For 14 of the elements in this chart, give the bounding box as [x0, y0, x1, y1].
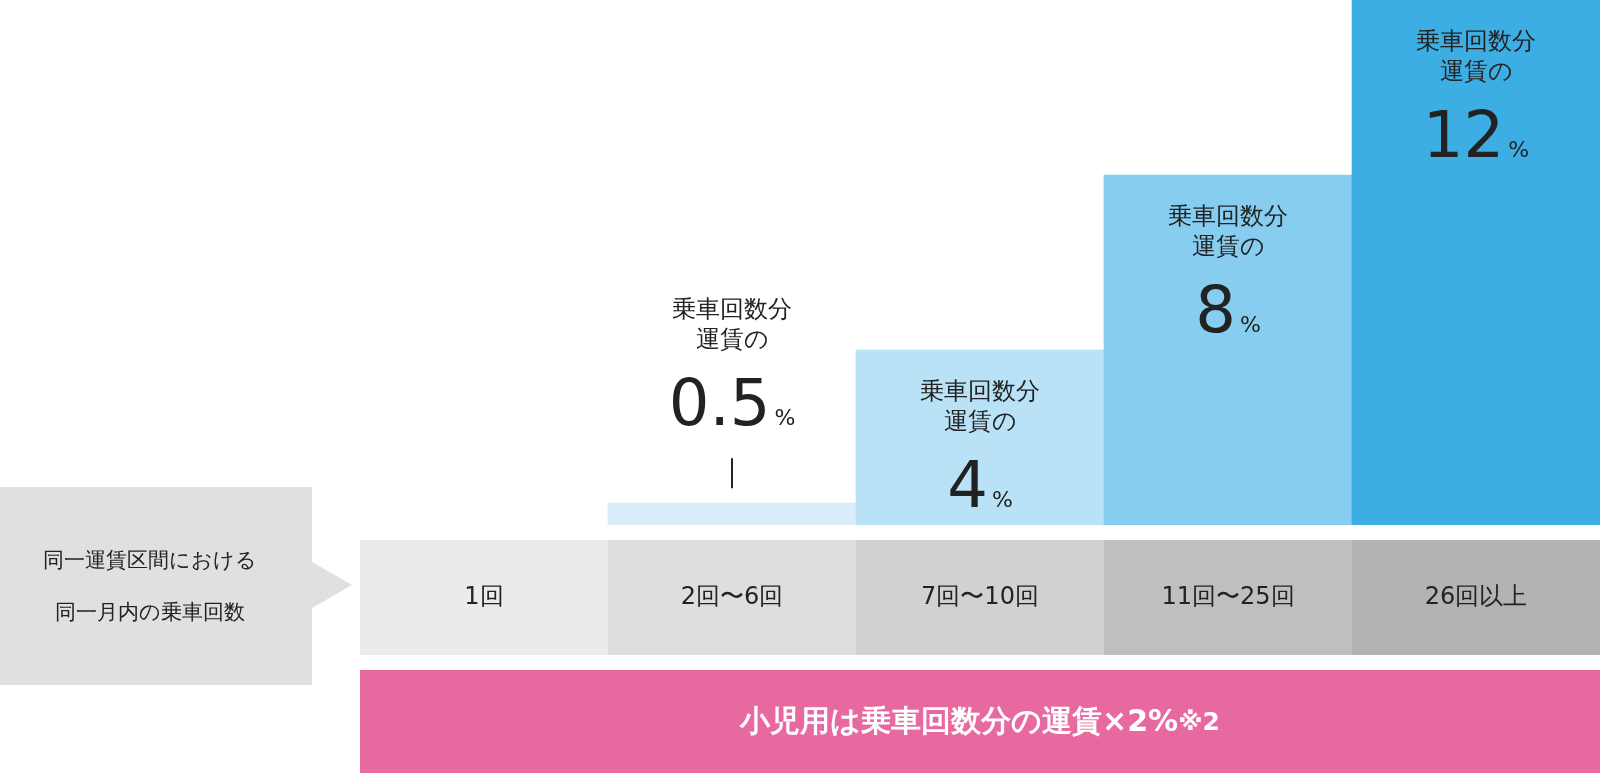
data-label: 乗車回数分運賃の12%: [1416, 27, 1536, 172]
data-label: 乗車回数分運賃の8%: [1168, 202, 1288, 347]
bar: [1351, 0, 1600, 525]
text: 同一運賃区間における同一月内の乗車回数: [43, 548, 257, 624]
bar: [607, 502, 857, 525]
x-tick-label: 11回〜25回: [1161, 581, 1295, 610]
x-tick-label: 7回〜10回: [921, 581, 1039, 610]
bar: [1103, 174, 1353, 525]
data-label: 乗車回数分運賃の4%: [920, 377, 1040, 522]
bar: [855, 349, 1105, 525]
data-label: 乗車回数分運賃の0.5%: [668, 295, 796, 441]
x-tick-label: 2回〜6回: [680, 581, 784, 610]
x-tick-label: 1回: [464, 581, 504, 610]
x-tick-label: 26回以上: [1424, 581, 1528, 610]
